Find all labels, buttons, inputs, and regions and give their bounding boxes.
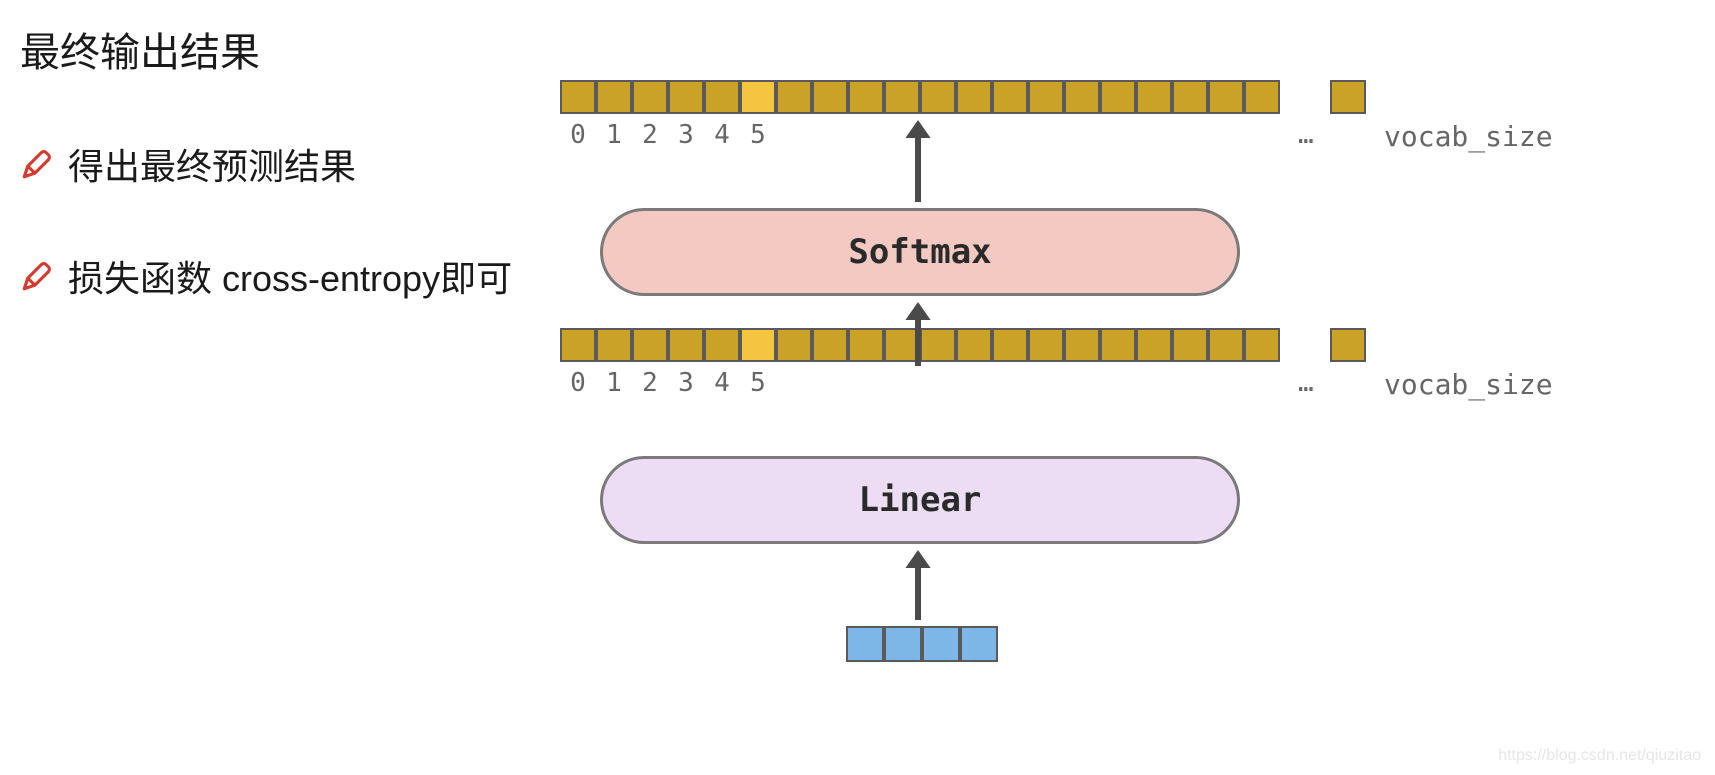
vector-cell <box>704 80 740 114</box>
vector-cell <box>956 80 992 114</box>
input-cell <box>960 626 998 662</box>
input-cell <box>884 626 922 662</box>
vector-extra-cell-mid <box>1330 328 1366 362</box>
arrow-up-icon <box>898 550 938 620</box>
vector-cell <box>1136 80 1172 114</box>
vector-index-label: 0 <box>560 368 596 398</box>
vector-cell <box>1100 328 1136 362</box>
output-vector-top <box>560 80 1280 114</box>
vector-index-label: 2 <box>632 368 668 398</box>
ellipsis-top: … <box>1298 120 1314 150</box>
page-title: 最终输出结果 <box>20 20 500 78</box>
vocab-size-label-top: vocab_size <box>1384 120 1553 153</box>
vector-cell <box>1244 328 1280 362</box>
vector-index-labels-mid: 012345 <box>560 368 776 398</box>
vector-cell <box>740 80 776 114</box>
vector-cell <box>1028 80 1064 114</box>
arrow-up-icon <box>898 302 938 366</box>
bullet-text-1: 得出最终预测结果 <box>68 138 356 190</box>
vector-cell <box>1208 328 1244 362</box>
vector-cell <box>920 80 956 114</box>
vector-index-label: 0 <box>560 120 596 150</box>
vector-cell <box>992 328 1028 362</box>
vector-cells <box>560 80 1280 114</box>
softmax-block: Softmax <box>600 208 1240 296</box>
vector-cell <box>740 328 776 362</box>
vector-cell <box>560 80 596 114</box>
vector-cell <box>956 328 992 362</box>
vector-cell <box>596 328 632 362</box>
vector-index-label: 1 <box>596 368 632 398</box>
vector-cell <box>1172 80 1208 114</box>
linear-block: Linear <box>600 456 1240 544</box>
diagram: 012345 … vocab_size Softmax 012345 … voc… <box>540 50 1700 710</box>
vector-cell <box>1064 328 1100 362</box>
bullet-row-2: 损失函数 cross-entropy即可 <box>20 250 500 302</box>
vector-cell <box>632 328 668 362</box>
vector-cell <box>1172 328 1208 362</box>
vector-index-label: 5 <box>740 368 776 398</box>
left-panel: 最终输出结果 得出最终预测结果 损失函数 cross-entropy即可 <box>20 20 500 362</box>
vector-cell <box>596 80 632 114</box>
vector-cell <box>1208 80 1244 114</box>
ellipsis-mid: … <box>1298 368 1314 398</box>
vector-index-label: 3 <box>668 120 704 150</box>
softmax-label: Softmax <box>848 232 991 272</box>
vector-cell <box>884 80 920 114</box>
vector-index-label: 4 <box>704 120 740 150</box>
vector-cell <box>1064 80 1100 114</box>
vector-cell <box>668 80 704 114</box>
bullet-row-1: 得出最终预测结果 <box>20 138 500 190</box>
vocab-size-label-mid: vocab_size <box>1384 368 1553 401</box>
vector-index-label: 4 <box>704 368 740 398</box>
input-cell <box>922 626 960 662</box>
input-cell <box>846 626 884 662</box>
vector-cell <box>848 328 884 362</box>
vector-cell <box>668 328 704 362</box>
vector-index-label: 5 <box>740 120 776 150</box>
arrow-up-icon <box>898 120 938 202</box>
vector-index-label: 3 <box>668 368 704 398</box>
vector-cell <box>704 328 740 362</box>
vector-cell <box>1244 80 1280 114</box>
vector-index-labels-top: 012345 <box>560 120 776 150</box>
linear-label: Linear <box>859 480 982 520</box>
vector-extra-cell-top <box>1330 80 1366 114</box>
vector-cell <box>1100 80 1136 114</box>
vector-index-label: 1 <box>596 120 632 150</box>
pencil-icon <box>20 259 54 293</box>
watermark: https://blog.csdn.net/qiuzitao <box>1498 747 1701 765</box>
vector-cell <box>776 328 812 362</box>
vector-cell <box>1136 328 1172 362</box>
vector-index-label: 2 <box>632 120 668 150</box>
vector-cell <box>812 328 848 362</box>
vector-cell <box>776 80 812 114</box>
bullet-text-2: 损失函数 cross-entropy即可 <box>68 250 512 302</box>
input-vector <box>846 626 998 662</box>
vector-cell <box>632 80 668 114</box>
vector-cell <box>848 80 884 114</box>
vector-cell <box>560 328 596 362</box>
pencil-icon <box>20 147 54 181</box>
vector-cell <box>1028 328 1064 362</box>
vector-cell <box>992 80 1028 114</box>
vector-cell <box>812 80 848 114</box>
